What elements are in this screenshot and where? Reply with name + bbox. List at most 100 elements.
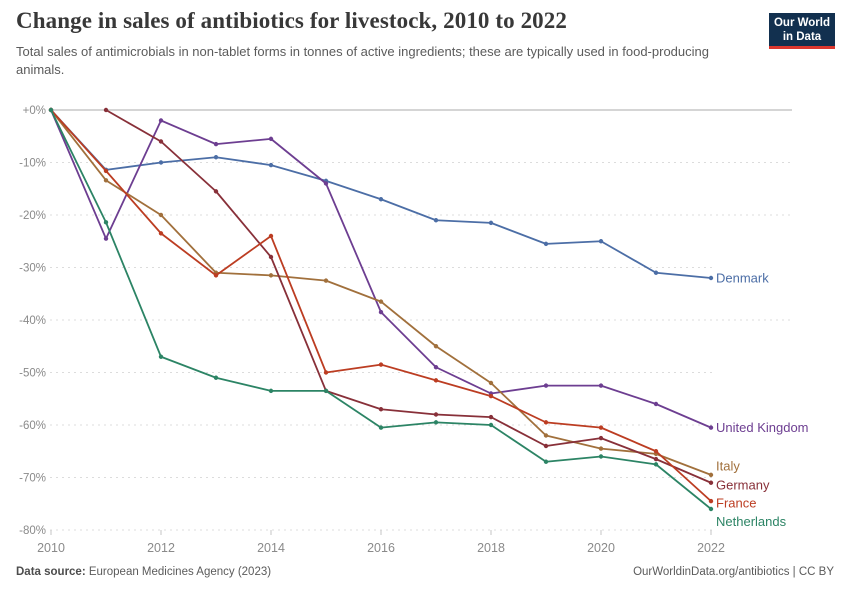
data-point-united-kingdom xyxy=(598,383,604,388)
data-point-denmark xyxy=(213,155,219,160)
data-point-italy xyxy=(598,446,604,451)
series-label-germany[interactable]: Germany xyxy=(716,477,770,492)
data-point-netherlands xyxy=(433,420,439,425)
data-point-france xyxy=(433,378,439,383)
data-point-united-kingdom xyxy=(433,365,439,370)
y-axis-tick-label: -60% xyxy=(19,420,46,432)
data-point-netherlands xyxy=(158,354,164,359)
data-point-united-kingdom xyxy=(158,118,164,123)
data-point-germany xyxy=(488,414,494,420)
data-point-italy xyxy=(323,278,329,283)
data-point-germany xyxy=(598,435,604,441)
data-point-france xyxy=(598,425,604,430)
series-line-germany[interactable] xyxy=(105,109,712,484)
data-point-denmark xyxy=(653,270,659,275)
data-point-united-kingdom xyxy=(378,309,384,315)
x-axis-tick-label: 2014 xyxy=(257,541,285,555)
y-axis-tick-label: -70% xyxy=(19,473,46,485)
data-point-italy xyxy=(158,212,164,218)
data-point-netherlands xyxy=(543,459,549,464)
data-point-netherlands xyxy=(378,425,384,430)
data-point-germany xyxy=(103,107,109,113)
data-point-denmark xyxy=(708,275,714,281)
data-point-germany xyxy=(213,189,219,194)
data-point-germany xyxy=(433,412,439,417)
data-point-united-kingdom xyxy=(653,401,659,407)
data-point-denmark xyxy=(598,239,604,244)
data-point-denmark xyxy=(268,162,274,168)
data-point-france xyxy=(653,449,659,454)
page-subtitle: Total sales of antimicrobials in non-tab… xyxy=(16,44,709,77)
data-point-united-kingdom xyxy=(323,181,329,186)
data-point-italy xyxy=(378,299,384,304)
owid-logo-line2: in Data xyxy=(782,30,822,43)
data-point-germany xyxy=(268,254,274,260)
data-point-france xyxy=(103,168,109,174)
series-label-denmark[interactable]: Denmark xyxy=(716,271,769,286)
data-point-united-kingdom xyxy=(213,141,219,147)
data-point-germany xyxy=(158,139,164,144)
series-label-italy[interactable]: Italy xyxy=(716,458,740,473)
data-point-denmark xyxy=(378,197,384,202)
data-point-united-kingdom xyxy=(103,236,109,241)
data-point-netherlands xyxy=(598,454,604,459)
data-point-italy xyxy=(488,380,494,386)
data-point-france xyxy=(158,231,164,236)
data-point-france xyxy=(543,420,549,425)
series-label-netherlands[interactable]: Netherlands xyxy=(716,514,787,529)
chart-footer: Data source: European Medicines Agency (… xyxy=(16,566,834,578)
data-point-netherlands xyxy=(708,506,714,512)
data-point-italy xyxy=(708,472,714,478)
x-axis-tick-label: 2020 xyxy=(587,541,615,555)
owid-logo-line1: Our World xyxy=(773,16,830,29)
series-label-united-kingdom[interactable]: United Kingdom xyxy=(716,420,809,435)
y-axis-tick-label: -50% xyxy=(19,368,46,380)
y-axis-tick-label: +0% xyxy=(23,105,46,117)
data-point-france xyxy=(268,233,274,239)
data-point-germany xyxy=(543,443,549,449)
data-point-united-kingdom xyxy=(268,136,274,142)
data-point-denmark xyxy=(543,241,549,247)
data-point-germany xyxy=(378,407,384,412)
data-point-netherlands xyxy=(488,422,494,428)
y-axis-tick-label: -10% xyxy=(19,158,46,170)
data-source-note: Data source: European Medicines Agency (… xyxy=(16,566,271,578)
y-axis-tick-label: -40% xyxy=(19,315,46,327)
page-title: Change in sales of antibiotics for lives… xyxy=(16,8,567,33)
data-point-italy xyxy=(543,433,549,438)
data-point-netherlands xyxy=(268,388,274,394)
x-axis-tick-label: 2010 xyxy=(37,541,65,555)
data-point-france xyxy=(378,362,384,367)
y-axis-tick-label: -80% xyxy=(19,525,46,537)
data-point-france xyxy=(323,370,329,375)
data-point-france xyxy=(213,273,219,278)
y-axis-tick-label: -20% xyxy=(19,210,46,222)
data-point-italy xyxy=(433,344,439,349)
data-point-germany xyxy=(708,480,714,485)
data-point-denmark xyxy=(433,218,439,223)
data-point-netherlands xyxy=(653,462,659,467)
data-point-netherlands xyxy=(48,107,54,113)
x-axis-tick-label: 2012 xyxy=(147,541,175,555)
data-point-france xyxy=(708,498,714,504)
data-source-value: European Medicines Agency (2023) xyxy=(85,566,272,578)
credit-link[interactable]: OurWorldinData.org/antibiotics | CC BY xyxy=(633,566,834,578)
series-label-france[interactable]: France xyxy=(716,496,756,511)
data-point-italy xyxy=(268,273,274,278)
owid-logo[interactable]: Our World in Data xyxy=(769,13,835,49)
data-point-netherlands xyxy=(323,388,329,394)
x-axis-tick-label: 2016 xyxy=(367,541,395,555)
x-axis-tick-label: 2022 xyxy=(697,541,725,555)
series-line-united-kingdom[interactable] xyxy=(50,109,712,429)
data-point-italy xyxy=(103,178,109,183)
data-source-label: Data source: xyxy=(16,566,86,578)
data-point-germany xyxy=(653,456,659,462)
data-point-denmark xyxy=(488,220,494,226)
data-point-netherlands xyxy=(103,220,109,225)
chart-header: Change in sales of antibiotics for lives… xyxy=(16,8,761,79)
data-point-united-kingdom xyxy=(708,425,714,430)
data-point-denmark xyxy=(158,160,164,165)
data-point-united-kingdom xyxy=(543,383,549,388)
